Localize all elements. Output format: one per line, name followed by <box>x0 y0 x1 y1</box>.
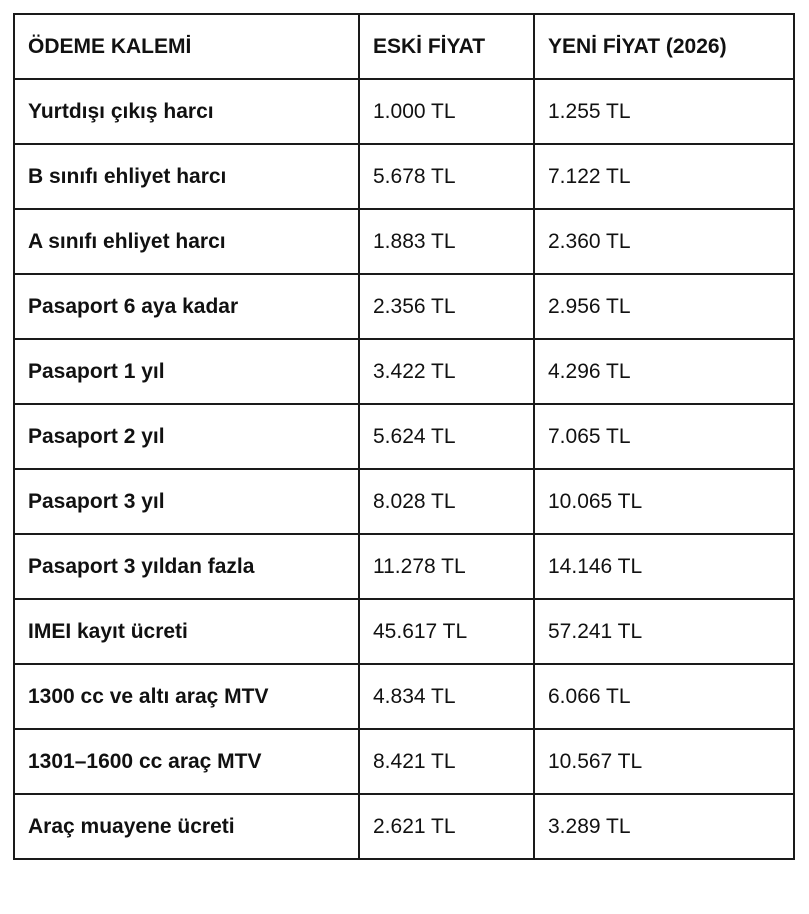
table-row: B sınıfı ehliyet harcı 5.678 TL 7.122 TL <box>13 143 795 210</box>
row-old-price: 1.000 TL <box>358 78 535 145</box>
row-old-price: 5.624 TL <box>358 403 535 470</box>
row-old-price: 45.617 TL <box>358 598 535 665</box>
row-new-price: 2.360 TL <box>533 208 795 275</box>
row-item-label: Araç muayene ücreti <box>13 793 360 860</box>
row-old-price: 8.421 TL <box>358 728 535 795</box>
row-new-price: 14.146 TL <box>533 533 795 600</box>
table-row: Yurtdışı çıkış harcı 1.000 TL 1.255 TL <box>13 78 795 145</box>
row-new-price: 4.296 TL <box>533 338 795 405</box>
table-row: Pasaport 3 yıldan fazla 11.278 TL 14.146… <box>13 533 795 600</box>
row-new-price: 2.956 TL <box>533 273 795 340</box>
column-header-new-price: YENİ FİYAT (2026) <box>533 13 795 80</box>
row-item-label: 1301–1600 cc araç MTV <box>13 728 360 795</box>
row-item-label: Pasaport 3 yıldan fazla <box>13 533 360 600</box>
column-header-old-price: ESKİ FİYAT <box>358 13 535 80</box>
row-new-price: 3.289 TL <box>533 793 795 860</box>
row-item-label: Pasaport 2 yıl <box>13 403 360 470</box>
row-item-label: A sınıfı ehliyet harcı <box>13 208 360 275</box>
fee-comparison-table: ÖDEME KALEMİ ESKİ FİYAT YENİ FİYAT (2026… <box>13 13 795 860</box>
row-item-label: Pasaport 6 aya kadar <box>13 273 360 340</box>
row-item-label: Yurtdışı çıkış harcı <box>13 78 360 145</box>
row-item-label: 1300 cc ve altı araç MTV <box>13 663 360 730</box>
row-old-price: 5.678 TL <box>358 143 535 210</box>
row-new-price: 7.122 TL <box>533 143 795 210</box>
table-row: 1301–1600 cc araç MTV 8.421 TL 10.567 TL <box>13 728 795 795</box>
row-new-price: 10.065 TL <box>533 468 795 535</box>
row-new-price: 57.241 TL <box>533 598 795 665</box>
row-new-price: 7.065 TL <box>533 403 795 470</box>
row-item-label: IMEI kayıt ücreti <box>13 598 360 665</box>
row-item-label: B sınıfı ehliyet harcı <box>13 143 360 210</box>
row-new-price: 6.066 TL <box>533 663 795 730</box>
row-old-price: 8.028 TL <box>358 468 535 535</box>
row-item-label: Pasaport 3 yıl <box>13 468 360 535</box>
table-row: Pasaport 3 yıl 8.028 TL 10.065 TL <box>13 468 795 535</box>
table-row: Pasaport 2 yıl 5.624 TL 7.065 TL <box>13 403 795 470</box>
row-old-price: 11.278 TL <box>358 533 535 600</box>
table-row: A sınıfı ehliyet harcı 1.883 TL 2.360 TL <box>13 208 795 275</box>
row-old-price: 2.356 TL <box>358 273 535 340</box>
row-old-price: 1.883 TL <box>358 208 535 275</box>
row-old-price: 4.834 TL <box>358 663 535 730</box>
row-new-price: 1.255 TL <box>533 78 795 145</box>
table-row: IMEI kayıt ücreti 45.617 TL 57.241 TL <box>13 598 795 665</box>
row-new-price: 10.567 TL <box>533 728 795 795</box>
row-item-label: Pasaport 1 yıl <box>13 338 360 405</box>
table-row: Pasaport 6 aya kadar 2.356 TL 2.956 TL <box>13 273 795 340</box>
table-row: Pasaport 1 yıl 3.422 TL 4.296 TL <box>13 338 795 405</box>
row-old-price: 2.621 TL <box>358 793 535 860</box>
table-row: Araç muayene ücreti 2.621 TL 3.289 TL <box>13 793 795 860</box>
row-old-price: 3.422 TL <box>358 338 535 405</box>
table-row: 1300 cc ve altı araç MTV 4.834 TL 6.066 … <box>13 663 795 730</box>
column-header-payment-item: ÖDEME KALEMİ <box>13 13 360 80</box>
header-row: ÖDEME KALEMİ ESKİ FİYAT YENİ FİYAT (2026… <box>13 13 795 80</box>
